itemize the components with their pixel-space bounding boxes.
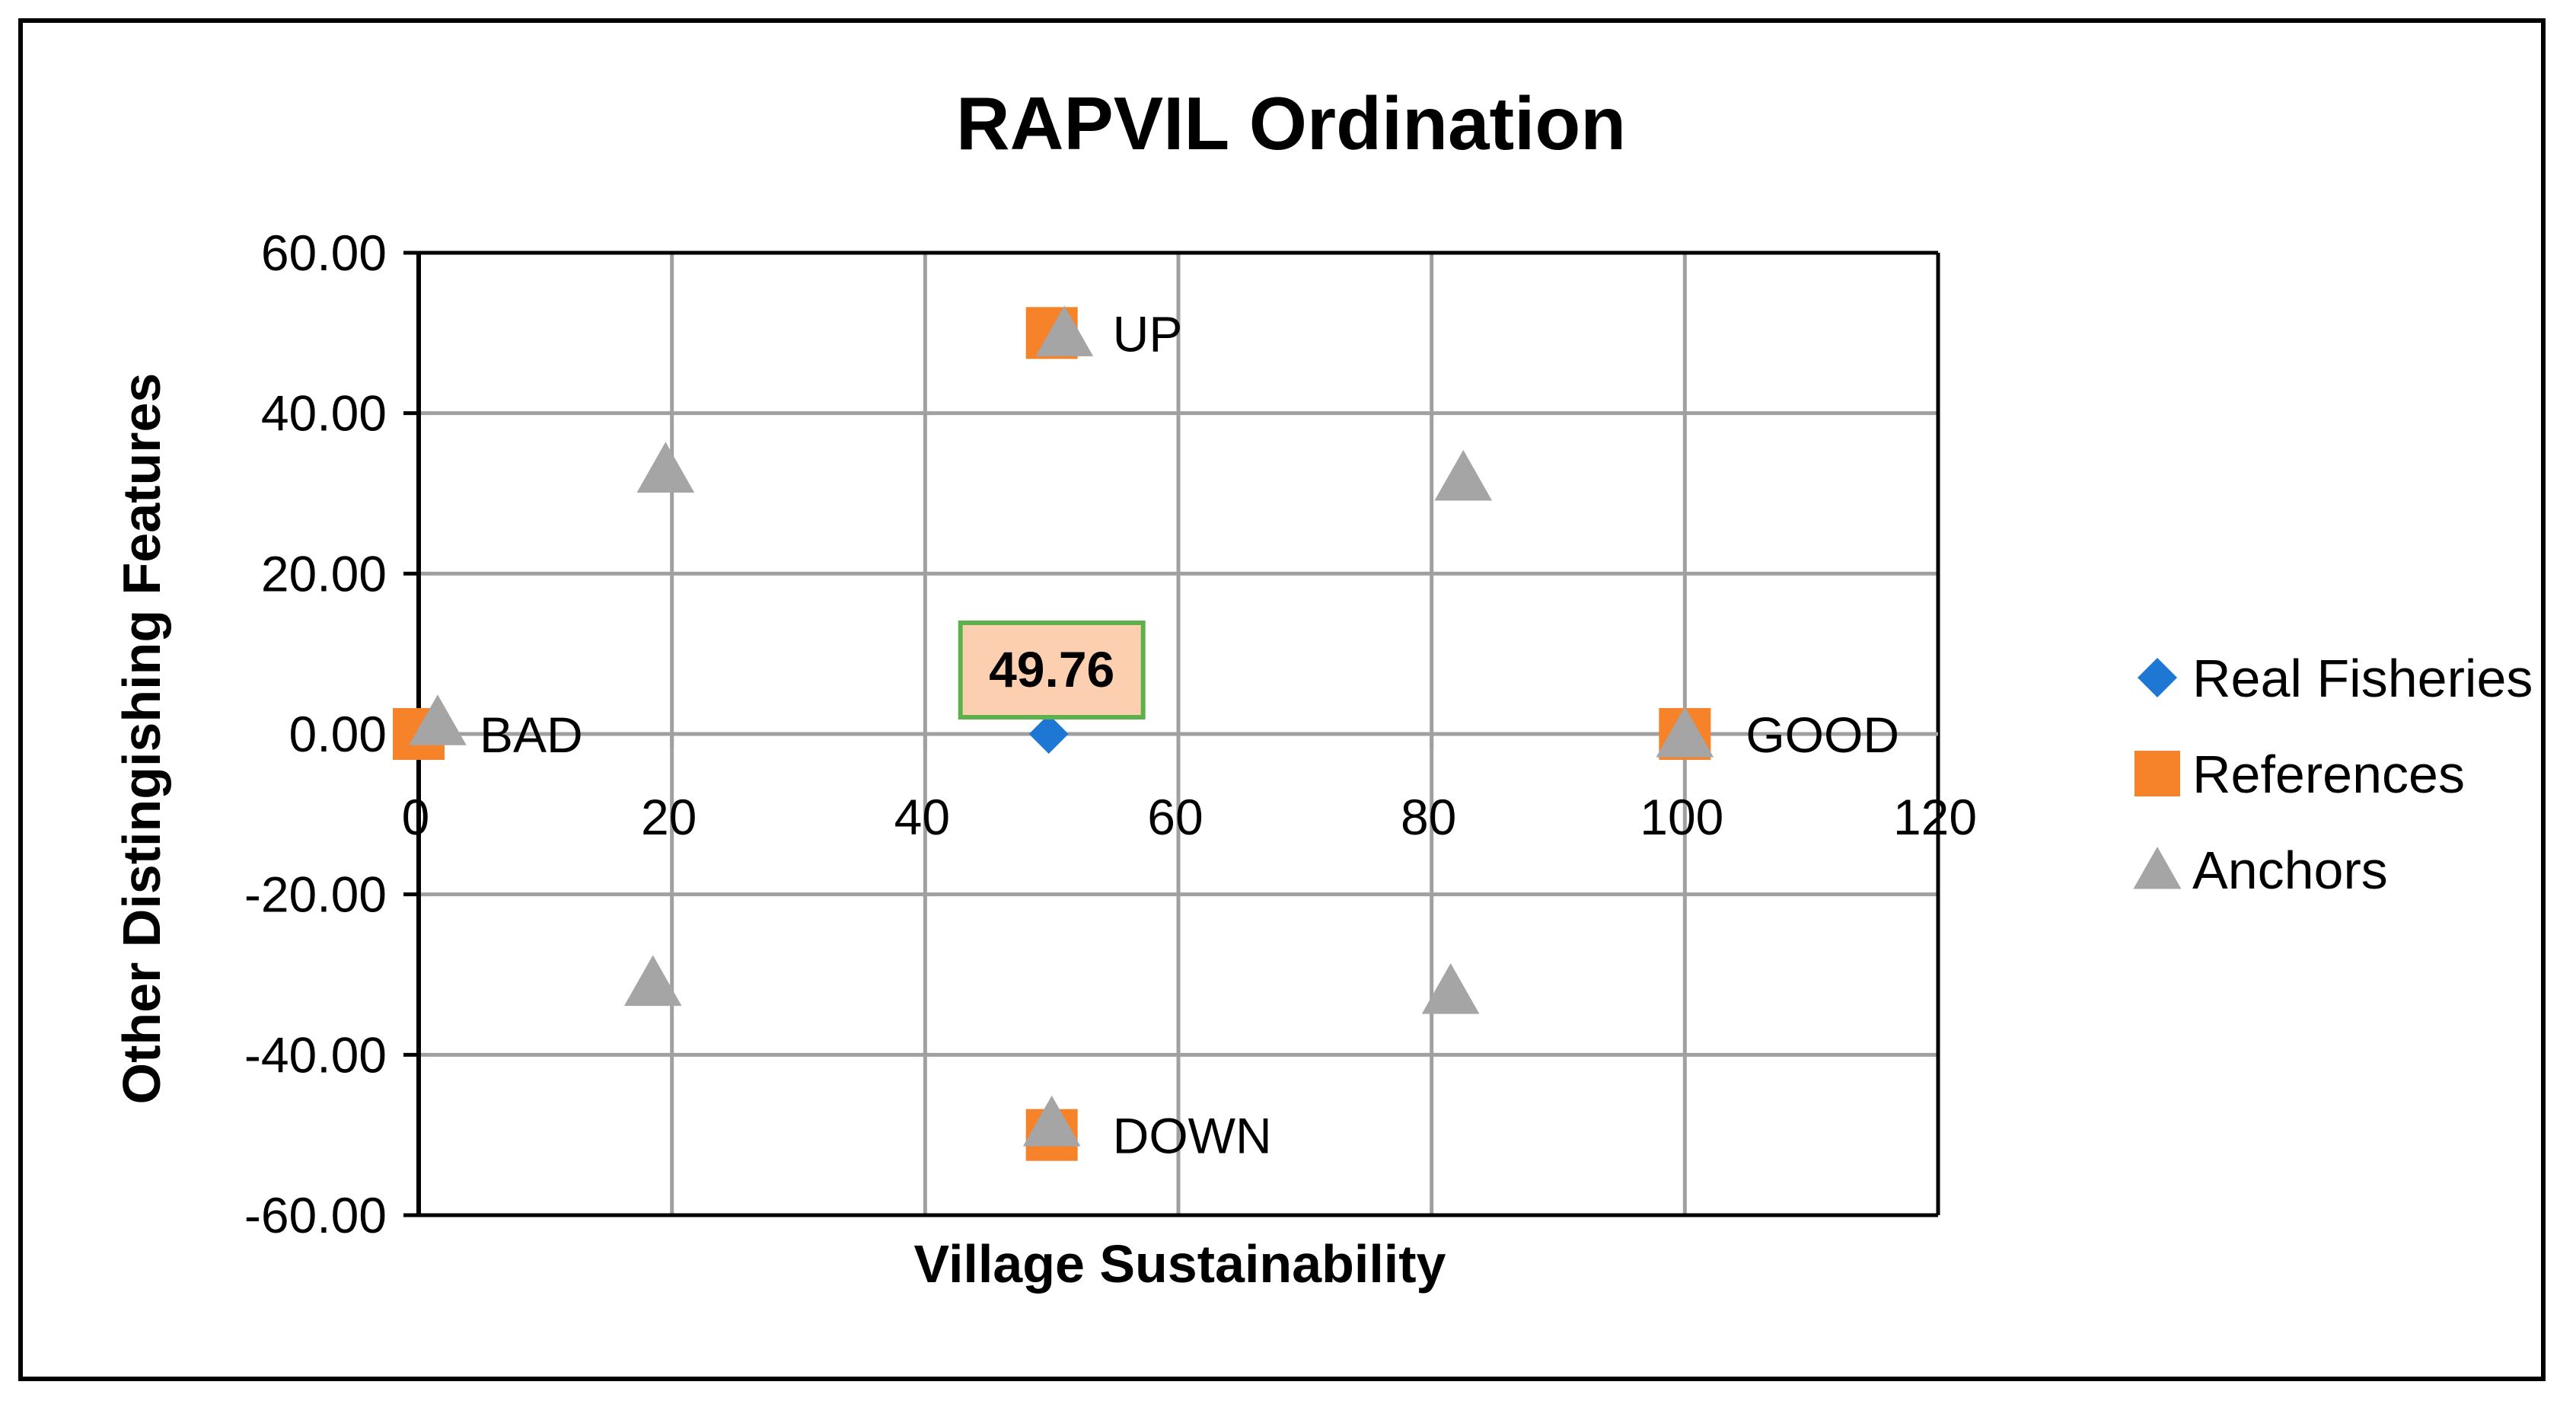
plot-area: 0 20 40 60 80 100 120 60.00 40.00 20.00 0.00 -20.00… [244,225,1977,1243]
anchors-point [636,442,695,493]
x-tick-label: 40 [894,789,950,845]
point-label: DOWN [1113,1108,1272,1164]
value-callout [958,621,1146,720]
chart-frame: RAPVIL Ordination 0 20 40 60 80 100 120 60.00 40… [18,18,2546,1381]
anchors-point [623,955,682,1007]
legend: Real Fisheries References Anchors [2133,649,2533,900]
chart: RAPVIL Ordination 0 20 40 60 80 100 120 60.00 40… [112,81,2533,1294]
point-label: GOOD [1745,707,1899,763]
y-tick-label: -60.00 [244,1187,387,1243]
x-axis-title: Village Sustainability [914,1234,1446,1294]
legend-label: Real Fisheries [2192,649,2533,708]
legend-marker-anchors [2133,847,2182,889]
x-tick-label: 100 [1640,789,1723,845]
x-tick-label: 120 [1893,789,1977,845]
y-tick-label: -20.00 [244,866,387,923]
anchors-point [1035,305,1094,356]
anchors-point [409,694,467,745]
x-tick-label: 20 [641,789,697,845]
chart-title: RAPVIL Ordination [956,81,1626,165]
anchors-point [1434,449,1493,501]
point-label: UP [1113,305,1183,362]
value-callout-label: 49.76 [989,641,1114,697]
x-tick-label: 60 [1147,789,1203,845]
legend-marker-real-fisheries [2138,658,2177,697]
point-label: BAD [480,707,583,763]
y-tick-label: 40.00 [261,385,387,442]
y-tick-label: 60.00 [261,225,387,281]
anchors-point [1022,1095,1081,1147]
anchors-point [1421,963,1480,1014]
legend-label: Anchors [2192,841,2388,900]
x-tick-label: 80 [1401,789,1456,845]
legend-marker-references [2134,751,2180,796]
legend-label: References [2192,745,2465,804]
y-tick-label: 20.00 [261,545,387,601]
anchors-point [1656,707,1714,758]
x-tick-label: 0 [402,789,430,845]
y-tick-label: -40.00 [244,1026,387,1083]
y-axis-title: Other Distingishing Features [112,373,171,1105]
real-fisheries-point [1028,714,1069,754]
y-tick-label: 0.00 [289,706,387,762]
